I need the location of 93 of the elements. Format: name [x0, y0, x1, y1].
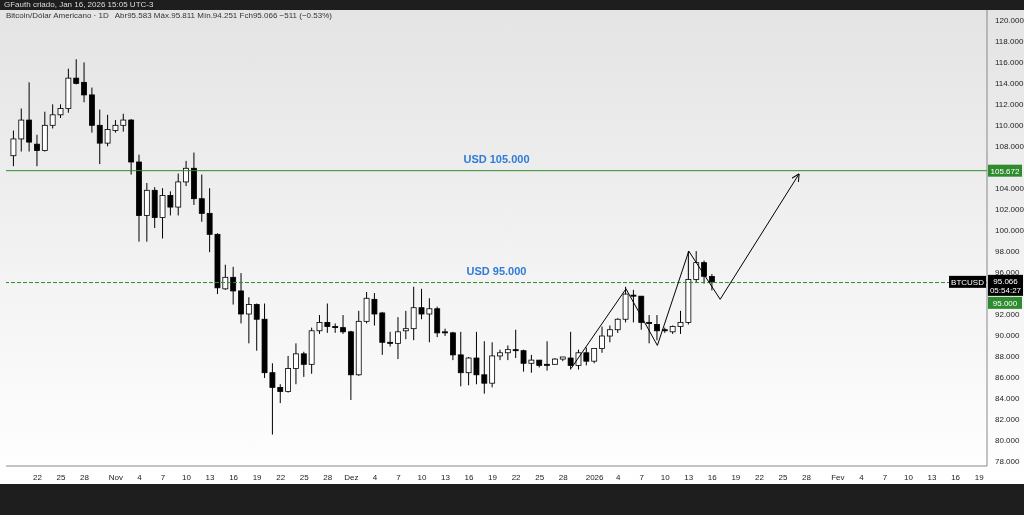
- x-tick-label: 28: [323, 472, 333, 482]
- y-tick-label: 108.000: [995, 142, 1024, 152]
- x-tick-label: 4: [372, 472, 378, 482]
- candlestick: [442, 328, 448, 337]
- x-tick-label: 25: [56, 472, 66, 482]
- candlestick: [395, 316, 401, 360]
- y-tick-label: 116.000: [995, 58, 1024, 68]
- candlestick: [340, 314, 346, 335]
- x-tick-label: 28: [558, 472, 569, 482]
- candlestick: [238, 272, 244, 324]
- text: 95.066: [993, 276, 1019, 286]
- y-tick-label: 82.000: [995, 414, 1021, 424]
- x-tick-label: 13: [441, 472, 451, 482]
- x-tick-label: 4: [615, 472, 621, 482]
- y-tick-label: 90.000: [995, 330, 1021, 340]
- x-tick-label: 19: [488, 472, 498, 482]
- candlestick: [606, 325, 613, 343]
- candlestick: [654, 314, 660, 341]
- candlestick: [26, 81, 33, 153]
- x-tick-label: 13: [684, 472, 694, 482]
- y-tick-label: 118.000: [995, 37, 1024, 47]
- y-tick-label: 86.000: [995, 372, 1021, 382]
- x-tick-label: 16: [229, 472, 239, 482]
- candlestick: [34, 134, 40, 167]
- x-tick-label: Nov: [108, 472, 123, 482]
- candlestick: [230, 266, 237, 306]
- x-tick-label: 16: [464, 472, 475, 482]
- candlestick: [709, 273, 715, 291]
- candlestick: [497, 349, 503, 361]
- candlestick: [285, 355, 291, 394]
- x-tick-label: 22: [32, 472, 43, 482]
- x-tick-label: Fev: [831, 472, 845, 482]
- annotation: BTCUSD: [951, 277, 985, 287]
- y-tick-label: 78.000: [995, 456, 1021, 466]
- y-tick-label: 88.000: [995, 351, 1021, 361]
- y-tick-label: 102.000: [995, 205, 1024, 215]
- x-tick-label: 7: [639, 472, 645, 482]
- y-tick-label: 100.000: [995, 225, 1024, 235]
- text: 95.000: [992, 298, 1018, 308]
- text: 05:54:27: [989, 285, 1022, 295]
- x-tick-label: 16: [707, 472, 718, 482]
- x-tick-label: 10: [660, 472, 671, 482]
- x-tick-label: 7: [396, 472, 402, 482]
- text: 105.672: [990, 166, 1021, 176]
- x-tick-label: 22: [276, 472, 286, 482]
- x-tick-label: 22: [754, 472, 765, 482]
- y-tick-label: 112.000: [995, 100, 1024, 110]
- y-tick-label: 96.000: [995, 267, 1021, 277]
- chart-title: Bitcoin/Dólar Americano · 1D: [6, 11, 109, 20]
- candlestick: [450, 331, 456, 361]
- chart-subtitle: Abr95.583 Máx.95.811 Mín.94.251 Fch95.066 −511 (−0.53%): [114, 11, 332, 20]
- x-tick-label: 25: [535, 472, 545, 482]
- y-tick-label: 104.000: [995, 184, 1024, 194]
- x-tick-label: 25: [299, 472, 310, 482]
- candlestick: [245, 296, 252, 344]
- x-tick-label: 13: [205, 472, 216, 482]
- x-tick-label: 28: [802, 472, 812, 482]
- y-tick-label: 80.000: [995, 435, 1021, 445]
- x-tick-label: 7: [160, 472, 166, 482]
- candlestick: [701, 260, 707, 285]
- x-tick-label: 19: [974, 472, 985, 482]
- candlestick: [81, 61, 87, 103]
- x-tick-label: 10: [904, 472, 914, 482]
- y-tick-label: 110.000: [995, 121, 1024, 131]
- x-tick-label: 13: [927, 472, 938, 482]
- x-tick-label: 16: [951, 472, 961, 482]
- y-tick-label: 84.000: [995, 393, 1021, 403]
- x-tick-label: 7: [882, 472, 888, 482]
- x-tick-label: 28: [80, 472, 90, 482]
- x-tick-label: Dez: [344, 472, 359, 482]
- candlestick: [544, 340, 550, 372]
- y-tick-label: 120.000: [995, 16, 1024, 26]
- y-tick-label: 92.000: [995, 309, 1021, 319]
- candlestick: [293, 342, 299, 385]
- candlestick: [646, 314, 653, 344]
- text: GFauth criado, Jan 16, 2026 15:05 UTC-3: [4, 0, 154, 10]
- x-tick-label: 25: [778, 472, 788, 482]
- ref-line-label: USD 95.000: [466, 264, 527, 277]
- x-tick-label: 2026: [585, 472, 605, 482]
- candlestick: [387, 331, 394, 347]
- x-tick-label: 4: [137, 472, 143, 482]
- ref-line-label: USD 105.000: [463, 152, 530, 165]
- candlestick: [402, 310, 409, 340]
- x-tick-label: 4: [859, 472, 865, 482]
- x-tick-label: 22: [511, 472, 522, 482]
- x-tick-label: 10: [182, 472, 192, 482]
- y-tick-label: 114.000: [995, 79, 1024, 89]
- x-tick-label: 19: [252, 472, 263, 482]
- y-tick-label: 98.000: [995, 246, 1021, 256]
- x-tick-label: 10: [417, 472, 427, 482]
- candlestick: [599, 326, 605, 354]
- x-tick-label: 19: [731, 472, 741, 482]
- candlestick: [183, 160, 189, 187]
